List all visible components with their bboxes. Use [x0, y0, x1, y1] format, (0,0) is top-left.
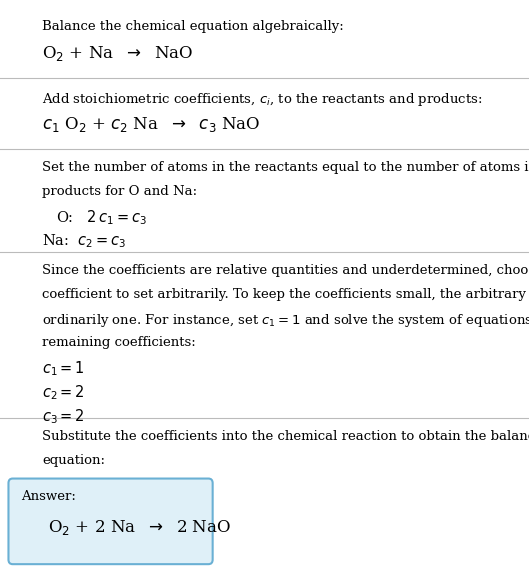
Text: Answer:: Answer:: [21, 490, 76, 503]
Text: equation:: equation:: [42, 454, 105, 467]
Text: products for O and Na:: products for O and Na:: [42, 185, 197, 198]
Text: Na:  $c_2 = c_3$: Na: $c_2 = c_3$: [42, 232, 126, 250]
Text: O$_2$ + Na  $\rightarrow$  NaO: O$_2$ + Na $\rightarrow$ NaO: [42, 44, 194, 63]
Text: $c_3 = 2$: $c_3 = 2$: [42, 407, 85, 426]
Text: Since the coefficients are relative quantities and underdetermined, choose a: Since the coefficients are relative quan…: [42, 264, 529, 277]
Text: $c_2 = 2$: $c_2 = 2$: [42, 383, 85, 402]
Text: Add stoichiometric coefficients, $c_i$, to the reactants and products:: Add stoichiometric coefficients, $c_i$, …: [42, 91, 482, 108]
Text: O$_2$ + 2 Na  $\rightarrow$  2 NaO: O$_2$ + 2 Na $\rightarrow$ 2 NaO: [48, 518, 231, 537]
FancyBboxPatch shape: [8, 479, 213, 564]
Text: Set the number of atoms in the reactants equal to the number of atoms in the: Set the number of atoms in the reactants…: [42, 161, 529, 174]
Text: coefficient to set arbitrarily. To keep the coefficients small, the arbitrary va: coefficient to set arbitrarily. To keep …: [42, 288, 529, 301]
Text: $c_1$ O$_2$ + $c_2$ Na  $\rightarrow$  $c_3$ NaO: $c_1$ O$_2$ + $c_2$ Na $\rightarrow$ $c_…: [42, 115, 261, 134]
Text: Balance the chemical equation algebraically:: Balance the chemical equation algebraica…: [42, 20, 344, 33]
Text: remaining coefficients:: remaining coefficients:: [42, 336, 196, 349]
Text: O:   $2\,c_1 = c_3$: O: $2\,c_1 = c_3$: [56, 209, 147, 227]
Text: Substitute the coefficients into the chemical reaction to obtain the balanced: Substitute the coefficients into the che…: [42, 430, 529, 443]
Text: $c_1 = 1$: $c_1 = 1$: [42, 359, 85, 378]
Text: ordinarily one. For instance, set $c_1 = 1$ and solve the system of equations fo: ordinarily one. For instance, set $c_1 =…: [42, 312, 529, 329]
